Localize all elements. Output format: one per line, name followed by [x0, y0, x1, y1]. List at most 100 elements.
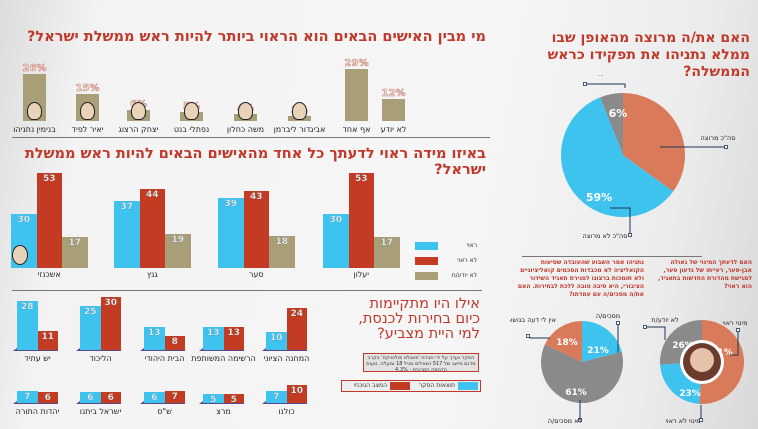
category-label: יאיר לפיד: [71, 125, 104, 134]
value-label: 29%: [344, 57, 369, 70]
slice-value: 61%: [565, 388, 587, 398]
callout-line: [645, 326, 666, 340]
slice-label: סה"כ לא מרוצה: [582, 232, 627, 240]
callout-line: [529, 337, 550, 339]
chart2-title: באיזו מידה ראוי לדעתך כל אחד מהאישים הבא…: [24, 146, 486, 178]
bar: [374, 237, 400, 268]
chart1-title: מי מבין האישים הבאים הוא הראוי ביותר להי…: [27, 29, 486, 45]
callout-line: [730, 330, 739, 356]
bar: [37, 392, 58, 403]
portrait-icon: [27, 102, 42, 120]
bar: [165, 233, 191, 268]
value-label: 53: [354, 173, 368, 184]
category-label: יעלון: [353, 270, 370, 279]
portrait-icon: [131, 102, 146, 120]
value-label: 6: [44, 393, 51, 404]
slice-value: 18%: [556, 338, 578, 348]
value-label: 17: [68, 238, 82, 249]
bar: [164, 390, 185, 403]
callout-marker: [643, 325, 647, 329]
bar: [36, 172, 62, 268]
portrait-icon: [80, 102, 95, 120]
bar: [100, 392, 121, 403]
value-label: 19: [171, 234, 185, 245]
portrait-icon: [238, 102, 253, 120]
bar: [203, 327, 224, 350]
portrait-face: [690, 348, 714, 372]
divider: [12, 137, 490, 138]
bar: [80, 306, 101, 350]
bar: [269, 235, 295, 268]
slice-label: מינוי ראוי: [722, 319, 747, 327]
bar: [37, 330, 58, 350]
bar: [62, 237, 88, 268]
category-label: נפתלי בנט: [173, 125, 210, 134]
pie2: 21% מסכים/ה 61% לא מסכים/ה 18% אין לי דעה בנו…: [510, 312, 623, 425]
category-label: ישראל ביתנו: [79, 407, 122, 416]
category-label: אף אחד: [342, 125, 371, 134]
value-label: 25: [83, 307, 97, 317]
slice-label: סה"כ מרוצה: [701, 134, 736, 142]
divider: [522, 256, 702, 257]
bar: [100, 297, 121, 350]
value-label: 28: [20, 301, 34, 312]
category-label: בנימין נתניהו: [13, 125, 56, 134]
slice-value: 21%: [587, 346, 609, 356]
category-label: יצחק הרצוג: [118, 125, 159, 134]
portrait-icon: [184, 102, 199, 120]
callout-marker: [724, 145, 728, 149]
value-label: 26%: [22, 63, 47, 75]
pie-slice: [561, 97, 674, 218]
legend-swatch-current: [390, 382, 410, 390]
value-label: 7: [273, 391, 280, 402]
bar: [243, 190, 269, 268]
legend-label-survey: תוצאות הסקר: [418, 382, 455, 389]
value-label: 6: [107, 393, 114, 404]
value-label: 30: [17, 215, 31, 225]
category-label: הליכוד: [89, 354, 112, 363]
category-label: סער: [248, 270, 264, 279]
category-label: גנץ: [146, 270, 158, 279]
category-label: כולנו: [278, 407, 295, 416]
bar: [80, 392, 101, 403]
value-label: 11: [41, 331, 55, 342]
category-label: אביגדור ליברמן: [273, 125, 326, 134]
legend-label: לא יודע/ת: [451, 272, 477, 279]
value-label: 53: [42, 173, 56, 184]
bar: [218, 197, 244, 268]
portrait-icon: [292, 102, 307, 120]
value-label: 18: [275, 236, 289, 247]
value-label: 24: [290, 308, 304, 319]
value-label: 8: [171, 336, 178, 347]
callout-marker: [616, 321, 620, 325]
pie-slice: [623, 93, 685, 192]
category-label: משה כחלון: [226, 125, 265, 134]
bar: [223, 394, 244, 403]
value-label: 30: [104, 298, 118, 309]
value-label: 37: [120, 202, 134, 213]
value-label: 12%: [381, 88, 406, 100]
callout-marker: [526, 334, 530, 338]
chart3-legend: תוצאות הסקר המצב הנוכחי: [341, 380, 481, 392]
bar: [345, 68, 368, 121]
bar: [114, 201, 140, 268]
value-label: 30: [329, 215, 343, 225]
slice-label: אין לי דעה בנושא: [510, 316, 556, 324]
legend-swatch: [415, 242, 438, 250]
value-label: 13: [206, 328, 220, 339]
value-label: 15%: [75, 83, 100, 95]
callout-marker: [628, 233, 632, 237]
category-label: הרשימה המשותפת: [191, 354, 256, 363]
value-label: 13: [147, 328, 161, 339]
category-label: הבית היהודי: [144, 354, 185, 363]
value-label: 6: [151, 393, 158, 404]
pie2-question: נתניהו אמר השבוע שהעובדה שסיעות הקואליצי…: [517, 259, 644, 298]
category-label: יש עתיד: [24, 354, 51, 363]
bar: [286, 385, 307, 403]
bar: [144, 327, 165, 350]
value-label: 10: [269, 333, 283, 344]
category-label: מרצ: [216, 407, 231, 416]
value-label: 39: [224, 198, 238, 209]
category-label: ש"ס: [157, 407, 172, 416]
legend-label: לא ראוי: [457, 257, 477, 264]
